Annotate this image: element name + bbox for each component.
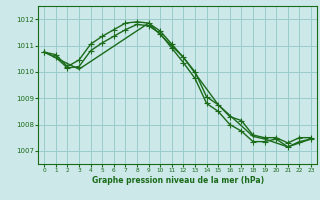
X-axis label: Graphe pression niveau de la mer (hPa): Graphe pression niveau de la mer (hPa): [92, 176, 264, 185]
